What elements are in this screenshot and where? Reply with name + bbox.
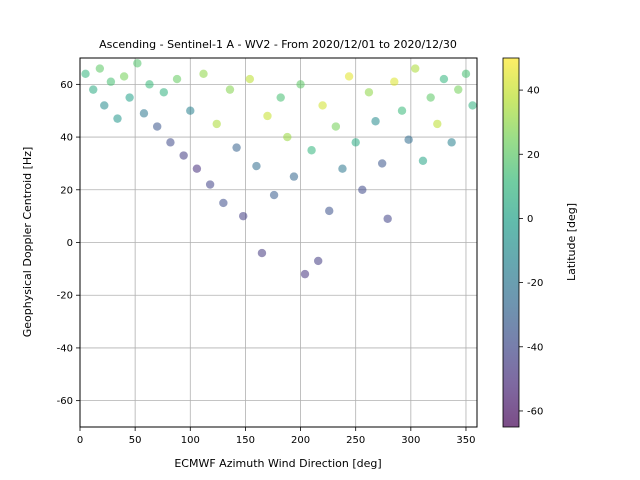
data-point — [418, 156, 428, 165]
data-point — [199, 69, 208, 79]
colorbar-tick-label: 40 — [527, 86, 540, 97]
y-tick-label: -20 — [57, 291, 73, 302]
data-point — [133, 59, 142, 68]
data-point — [289, 172, 299, 181]
x-tick-label: 350 — [456, 435, 475, 446]
data-point — [433, 119, 442, 129]
data-point — [95, 64, 105, 73]
x-tick-label: 100 — [181, 435, 200, 446]
data-point — [454, 85, 463, 94]
data-points — [81, 59, 477, 279]
data-point — [225, 85, 235, 94]
data-point — [139, 109, 149, 118]
y-tick-label: -40 — [57, 343, 73, 354]
data-point — [461, 69, 471, 79]
data-point — [179, 151, 188, 160]
data-point — [296, 80, 305, 89]
y-axis-label: Geophysical Doppler Centroid [Hz] — [21, 147, 34, 338]
chart-title: Ascending - Sentinel-1 A - WV2 - From 20… — [99, 38, 457, 51]
x-tick-label: 50 — [129, 435, 142, 446]
data-point — [89, 85, 98, 94]
data-point — [100, 101, 109, 110]
data-point — [125, 93, 134, 102]
colorbar-tick-label: -40 — [527, 342, 543, 353]
x-tick-label: 0 — [77, 435, 83, 446]
x-tick-label: 200 — [291, 435, 310, 446]
data-point — [364, 88, 374, 97]
data-point — [239, 211, 248, 221]
x-axis-label: ECMWF Azimuth Wind Direction [deg] — [174, 457, 381, 470]
data-point — [397, 106, 407, 115]
data-point — [447, 138, 456, 147]
data-point — [219, 198, 228, 208]
colorbar-tick-label: 0 — [527, 214, 533, 225]
data-point — [314, 256, 323, 266]
data-point — [439, 74, 449, 84]
data-point — [283, 132, 292, 142]
data-point — [232, 143, 241, 152]
data-point — [300, 269, 310, 279]
data-point — [404, 135, 413, 144]
data-point — [371, 117, 380, 126]
data-point — [390, 77, 399, 86]
data-point — [113, 114, 122, 123]
data-point — [152, 122, 162, 131]
y-tick-label: -60 — [57, 396, 73, 407]
y-tick-label: 60 — [60, 80, 73, 91]
x-tick-label: 150 — [236, 435, 255, 446]
data-point — [106, 77, 116, 86]
data-point — [411, 64, 420, 73]
colorbar-tick-label: -60 — [527, 406, 543, 417]
data-point — [245, 74, 255, 84]
data-point — [263, 111, 272, 121]
data-point — [307, 146, 316, 155]
data-point — [252, 161, 261, 171]
y-tick-label: 0 — [67, 238, 73, 249]
data-point — [426, 93, 435, 102]
x-axis-ticks: 0 50 100 150 200 250 300 350 — [77, 427, 476, 446]
colorbar — [502, 57, 520, 428]
data-point — [325, 206, 334, 216]
data-point — [205, 180, 215, 189]
y-tick-label: 20 — [60, 185, 73, 196]
y-tick-label: 40 — [60, 133, 73, 144]
data-point — [468, 101, 477, 110]
data-point — [269, 190, 279, 200]
x-tick-label: 300 — [401, 435, 420, 446]
data-point — [212, 119, 221, 129]
colorbar-ticks: -60 -40 -20 0 20 40 — [519, 86, 543, 417]
data-point — [186, 106, 195, 115]
data-point — [377, 159, 387, 168]
data-point — [172, 74, 182, 84]
data-point — [358, 185, 367, 194]
data-point — [351, 138, 360, 147]
data-point — [119, 72, 129, 81]
colorbar-label: Latitude [deg] — [565, 203, 578, 281]
data-point — [383, 214, 392, 223]
colorbar-tick-label: -20 — [527, 278, 543, 289]
data-point — [166, 138, 175, 147]
colorbar-tick-label: 20 — [527, 150, 540, 161]
data-point — [331, 122, 341, 131]
data-point — [338, 164, 347, 173]
data-point — [257, 248, 267, 258]
data-point — [276, 93, 285, 102]
data-point — [344, 72, 354, 81]
data-point — [81, 69, 90, 79]
y-axis-ticks: -60 -40 -20 0 20 40 60 — [57, 80, 80, 407]
data-point — [318, 101, 327, 110]
x-tick-label: 250 — [346, 435, 365, 446]
data-point — [192, 164, 202, 173]
data-point — [145, 80, 154, 89]
data-point — [159, 88, 169, 97]
grid-lines — [79, 58, 477, 427]
